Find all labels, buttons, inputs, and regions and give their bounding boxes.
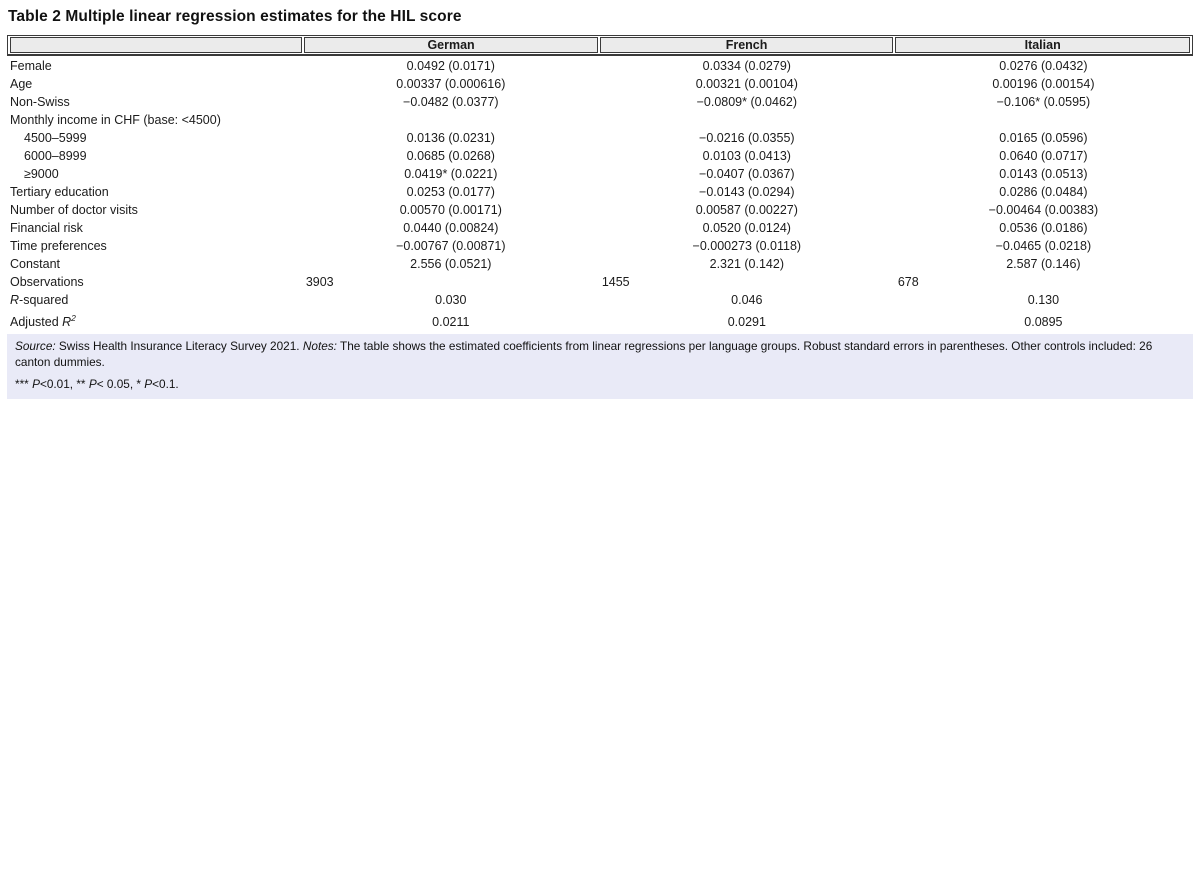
table-notes: Source: Swiss Health Insurance Literacy …	[7, 334, 1193, 399]
table-cell: 0.00337 (0.000616)	[396, 76, 506, 91]
table-cell: 0.0440 (0.00824)	[403, 220, 499, 235]
table-cell: 0.00321 (0.00104)	[695, 76, 798, 91]
table-cell: −0.0482 (0.0377)	[403, 94, 499, 109]
table-cell: 678	[897, 274, 919, 289]
table-cell: −0.0143 (0.0294)	[699, 184, 795, 199]
table-cell: 0.130	[1027, 292, 1060, 307]
table-cell: 0.0211	[432, 315, 470, 329]
table-row: Age 0.00337 (0.000616) 0.00321 (0.00104) 0.…	[9, 75, 1191, 93]
row-label: Monthly income in CHF (base: <4500)	[10, 112, 221, 127]
table-row: Number of doctor visits 0.00570 (0.00171)…	[9, 201, 1191, 219]
table-cell: 0.0520 (0.0124)	[702, 220, 791, 235]
row-label: ≥9000	[24, 166, 59, 181]
table-row: Observations 3903 1455 678	[9, 273, 1191, 291]
table-title: Table 2 Multiple linear regression estim…	[8, 8, 462, 25]
row-label: Adjusted R2	[10, 312, 76, 329]
table-cell: 0.00570 (0.00171)	[399, 202, 502, 217]
table-cell: 0.0536 (0.0186)	[999, 220, 1088, 235]
header-row: German French Italian	[10, 37, 1190, 53]
table-cell: 0.0334 (0.0279)	[702, 58, 791, 73]
row-label: Female	[10, 58, 52, 73]
row-label: Age	[10, 76, 33, 91]
table-cell: 0.0286 (0.0484)	[999, 184, 1088, 199]
table-row: R-squared 0.030 0.046 0.130	[9, 291, 1191, 309]
table-cell: 2.556 (0.0521)	[410, 256, 492, 271]
table-cell: 0.0103 (0.0413)	[702, 148, 791, 163]
row-label: 6000–8999	[24, 148, 87, 163]
table-row: Non-Swiss −0.0482 (0.0377) −0.0809* (0.046…	[9, 93, 1191, 111]
table-cell: 0.0492 (0.0171)	[406, 58, 495, 73]
table-cell: −0.00464 (0.00383)	[988, 202, 1099, 217]
table-cell: 0.0143 (0.0513)	[999, 166, 1088, 181]
table-cell: 0.0253 (0.0177)	[406, 184, 495, 199]
significance-note-text: *** P<0.01, ** P< 0.05, * P<0.1.	[15, 377, 179, 391]
table-cell: 1455	[601, 274, 630, 289]
table-cell: 0.0165 (0.0596)	[999, 130, 1088, 145]
table-cell: −0.0465 (0.0218)	[995, 238, 1092, 253]
row-label: Observations	[10, 274, 84, 289]
row-label: R-squared	[10, 292, 69, 307]
table-header: German French Italian	[7, 35, 1193, 56]
row-label: Time preferences	[10, 238, 107, 253]
table-cell: −0.106* (0.0595)	[996, 94, 1091, 109]
table-row: Financial risk 0.0440 (0.00824) 0.0520 (0.…	[9, 219, 1191, 237]
regression-table: German French Italian Female 0.0492 (0.01…	[7, 35, 1193, 399]
table-cell: 0.0419* (0.0221)	[404, 166, 498, 181]
table-row: 6000–8999 0.0685 (0.0268) 0.0103 (0.0413) 0…	[9, 147, 1191, 165]
source-notes-text: Source: Swiss Health Insurance Literacy …	[15, 339, 1153, 369]
table-cell: −0.0809* (0.0462)	[696, 94, 798, 109]
row-label: 4500–5999	[24, 130, 87, 145]
row-label: Constant	[10, 256, 61, 271]
table-cell: 0.046	[731, 292, 763, 307]
table-cell: −0.0407 (0.0367)	[699, 166, 795, 181]
table-cell: 0.0136 (0.0231)	[406, 130, 495, 145]
table-cell: 0.0291	[727, 315, 766, 329]
table-body-grid: Female 0.0492 (0.0171) 0.0334 (0.0279) 0.02…	[7, 57, 1193, 332]
table-cell: −0.00767 (0.00871)	[396, 238, 506, 253]
row-label: Tertiary education	[10, 184, 109, 199]
table-cell	[304, 111, 598, 129]
header-cell-french: French	[599, 37, 894, 53]
table-cell: −0.0216 (0.0355)	[699, 130, 795, 145]
page: Table 2 Multiple linear regression estim…	[0, 0, 1200, 399]
table-row: Monthly income in CHF (base: <4500)	[9, 111, 1191, 129]
table-row: 4500–5999 0.0136 (0.0231) −0.0216 (0.0355)…	[9, 129, 1191, 147]
table-cell: 0.0685 (0.0268)	[406, 148, 495, 163]
table-row: Constant 2.556 (0.0521) 2.321 (0.142) 2.587…	[9, 255, 1191, 273]
table-cell: 0.0895	[1024, 315, 1063, 329]
table-row: Tertiary education 0.0253 (0.0177) −0.0143…	[9, 183, 1191, 201]
table-row: Female 0.0492 (0.0171) 0.0334 (0.0279) 0.02…	[9, 57, 1191, 75]
table-cell	[896, 111, 1191, 129]
table-cell: 0.0640 (0.0717)	[999, 148, 1088, 163]
header-cell-german: German	[304, 37, 598, 53]
table-row: Adjusted R2 0.0211 0.0291 0.0895	[9, 309, 1191, 332]
row-label: Financial risk	[10, 220, 83, 235]
table-cell: −0.000273 (0.0118)	[692, 238, 802, 253]
table-row: ≥9000 0.0419* (0.0221) −0.0407 (0.0367) 0.0…	[9, 165, 1191, 183]
table-cell	[600, 111, 894, 129]
row-label: Non-Swiss	[10, 94, 70, 109]
table-row: Time preferences −0.00767 (0.00871) −0.000…	[9, 237, 1191, 255]
table-body: Female 0.0492 (0.0171) 0.0334 (0.0279) 0.02…	[9, 57, 1191, 332]
table-cell: 3903	[305, 274, 334, 289]
table-cell: 0.00196 (0.00154)	[992, 76, 1095, 91]
header-cell-empty	[10, 37, 303, 53]
table-cell: 2.587 (0.146)	[1006, 256, 1081, 271]
table-cell: 0.00587 (0.00227)	[695, 202, 798, 217]
header-cell-italian: Italian	[895, 37, 1190, 53]
table-cell: 0.030	[435, 292, 467, 307]
table-cell: 0.0276 (0.0432)	[999, 58, 1088, 73]
row-label: Number of doctor visits	[10, 202, 138, 217]
table-cell: 2.321 (0.142)	[709, 256, 784, 271]
